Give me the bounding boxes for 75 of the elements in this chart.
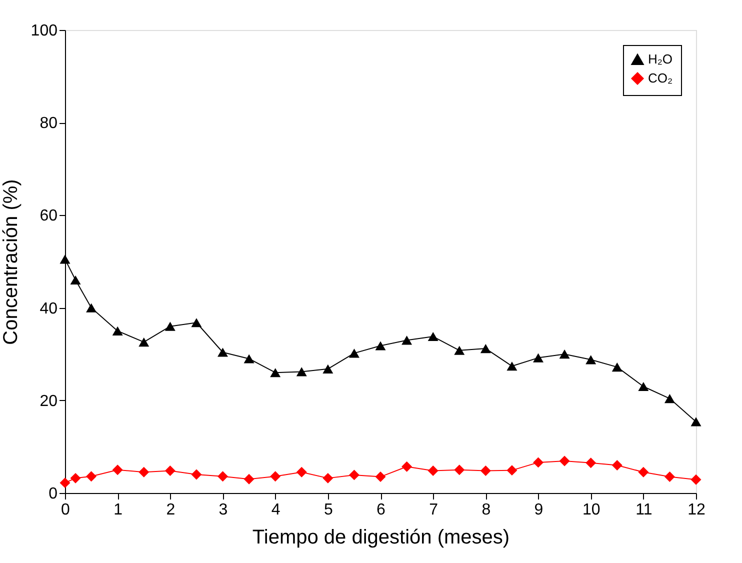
y-tick-label: 20 <box>40 392 58 410</box>
y-tick-label: 80 <box>40 115 58 132</box>
point <box>690 474 702 485</box>
point <box>348 470 360 480</box>
point <box>506 465 518 476</box>
point <box>60 254 70 264</box>
y-tick-label: 0 <box>48 486 58 502</box>
point <box>402 336 412 345</box>
point <box>138 338 150 347</box>
x-tick-label: 5 <box>324 502 333 518</box>
point <box>559 456 570 466</box>
x-tick-label: 4 <box>271 502 280 518</box>
x-tick-label: 9 <box>534 502 544 518</box>
point <box>191 318 202 328</box>
point <box>428 466 438 476</box>
point <box>296 367 307 376</box>
point <box>428 332 438 342</box>
point <box>86 303 97 312</box>
point <box>244 354 254 364</box>
point <box>244 474 254 484</box>
y-tick-label: 100 <box>30 22 58 40</box>
point <box>348 348 360 358</box>
point <box>164 322 176 331</box>
legend-label: H₂O <box>648 52 673 66</box>
x-tick-label: 7 <box>429 502 438 518</box>
point <box>86 471 97 482</box>
x-tick-label: 1 <box>114 502 123 518</box>
point <box>164 466 176 476</box>
x-tick-label: 2 <box>166 502 176 518</box>
y-axis-title: Concentración (%) <box>0 179 22 345</box>
point <box>296 466 307 478</box>
x-tick-label: 10 <box>582 502 600 518</box>
x-tick-label: 3 <box>218 502 228 518</box>
point <box>112 464 123 476</box>
point <box>664 394 675 404</box>
point <box>690 417 702 426</box>
point <box>138 466 150 478</box>
x-axis-title: Tiempo de digestión (meses) <box>252 526 510 548</box>
y-tick-label: 40 <box>40 300 58 318</box>
point <box>375 472 386 482</box>
point <box>191 469 202 480</box>
x-tick-label: 8 <box>482 502 491 518</box>
point <box>70 275 81 285</box>
point <box>586 458 596 468</box>
point <box>559 350 570 359</box>
point <box>322 364 334 374</box>
point <box>112 326 123 336</box>
x-tick-label: 0 <box>61 502 70 518</box>
point <box>375 341 386 350</box>
point <box>454 464 465 476</box>
point <box>322 472 334 484</box>
point <box>480 466 491 476</box>
point <box>402 461 412 472</box>
point <box>480 344 491 354</box>
point <box>454 346 465 355</box>
point <box>506 362 518 371</box>
point <box>270 471 281 482</box>
y-tick-label: 60 <box>40 208 58 225</box>
point <box>664 472 675 482</box>
point <box>612 362 622 372</box>
point <box>638 382 649 392</box>
point <box>70 472 81 484</box>
x-tick-label: 11 <box>636 502 652 518</box>
point <box>638 466 649 478</box>
point <box>218 471 228 482</box>
point <box>218 348 228 357</box>
point <box>60 478 70 488</box>
point <box>533 457 544 468</box>
point <box>612 460 622 470</box>
point <box>270 368 281 378</box>
x-tick-label: 12 <box>688 502 706 518</box>
point <box>586 355 596 364</box>
legend-label: CO₂ <box>648 70 673 86</box>
point <box>533 353 544 362</box>
x-tick-label: 6 <box>376 502 386 518</box>
